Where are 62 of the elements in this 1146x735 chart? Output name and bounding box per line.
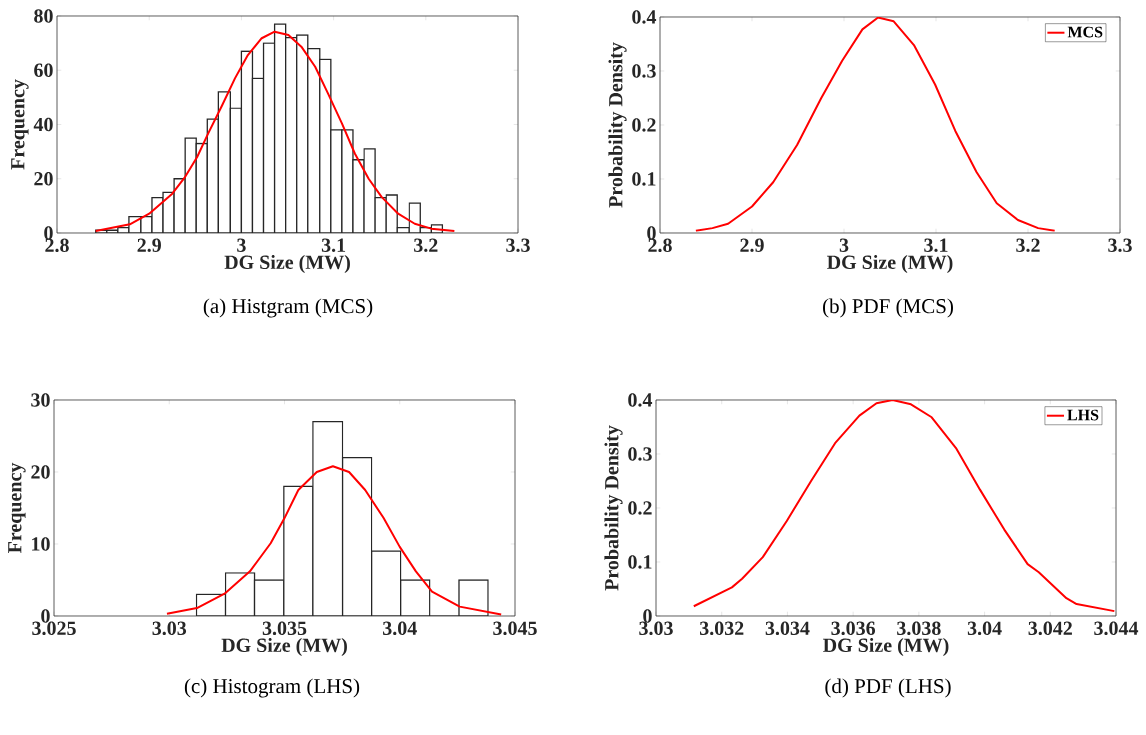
x-tick-label: 3.2	[414, 238, 438, 253]
y-tick-label: 0.1	[628, 555, 652, 569]
x-tick-label: 3	[839, 238, 849, 252]
x-tick-label: 3.2	[1016, 238, 1040, 253]
x-tick-label: 3.3	[1108, 238, 1132, 253]
x-tick-label: 3.04	[967, 621, 1002, 636]
line-series	[692, 399, 1116, 613]
x-tick-label: 3.044	[1094, 621, 1139, 636]
y-tick-label: 0.2	[632, 118, 656, 132]
line-series	[694, 16, 1056, 232]
x-tick-label: 3	[237, 238, 246, 252]
y-tick-label: 20	[34, 171, 53, 186]
y-tick-label: 0	[647, 226, 656, 240]
y-tick-label: 30	[31, 393, 50, 407]
y-tick-label: 0	[643, 609, 652, 623]
x-tick-label: 2.9	[137, 238, 161, 253]
x-tick-label: 3.03	[152, 621, 187, 636]
line-series	[94, 30, 456, 233]
x-tick-label: 3.034	[765, 621, 810, 636]
legend-label: LHS	[1067, 409, 1099, 421]
y-tick-label: 0.1	[632, 172, 656, 186]
x-tick-label: 3.045	[493, 621, 537, 636]
y-axis-title: Frequency	[8, 462, 26, 554]
x-tick-label: 3.3	[506, 238, 530, 253]
y-axis-title: Probability Density	[604, 425, 623, 591]
y-axis-title: Frequency	[11, 79, 29, 170]
line-series	[165, 465, 503, 616]
x-axis-title: DG Size (MW)	[827, 254, 953, 274]
x-tick-label: 3.025	[32, 621, 76, 636]
x-tick-label: 3.1	[321, 238, 346, 253]
y-tick-label: 10	[32, 537, 50, 551]
y-tick-label: 0.3	[628, 447, 652, 461]
x-axis-title: DG Size (MW)	[221, 637, 347, 657]
x-tick-label: 3.032	[699, 621, 744, 636]
text: (d) PDF (LHS)	[825, 678, 951, 698]
x-tick-label: 2.8	[45, 238, 69, 253]
y-tick-label: 80	[34, 9, 53, 23]
x-tick-label: 3.04	[383, 621, 417, 636]
x-tick-label: 3.03	[639, 621, 673, 636]
y-tick-label: 20	[31, 465, 50, 479]
y-tick-label: 0.2	[628, 501, 652, 515]
text: (c) Histogram (LHS)	[184, 678, 360, 698]
x-axis-title: DG Size (MW)	[823, 637, 949, 657]
x-tick-label: 3.1	[924, 238, 948, 253]
y-tick-label: 40	[33, 117, 53, 132]
x-tick-label: 2.9	[740, 238, 764, 253]
x-tick-label: 2.8	[648, 238, 672, 253]
x-tick-label: 3.042	[1028, 621, 1072, 636]
y-tick-label: 60	[34, 63, 53, 77]
y-tick-label: 0	[44, 226, 53, 240]
text: (b) PDF (MCS)	[823, 298, 953, 318]
legend-label: MCS	[1067, 26, 1103, 38]
x-tick-label: 3.038	[897, 621, 941, 636]
x-tick-label: 3.035	[262, 621, 307, 636]
y-tick-label: 0.4	[632, 10, 657, 24]
y-tick-label: 0	[41, 609, 50, 623]
y-axis-title: Probability Density	[608, 42, 627, 208]
y-tick-label: 0.4	[628, 393, 653, 407]
x-axis-title: DG Size (MW)	[224, 254, 350, 274]
text: (a) Histgram (MCS)	[203, 298, 373, 318]
y-tick-label: 0.3	[632, 64, 656, 78]
x-tick-label: 3.036	[831, 621, 876, 636]
